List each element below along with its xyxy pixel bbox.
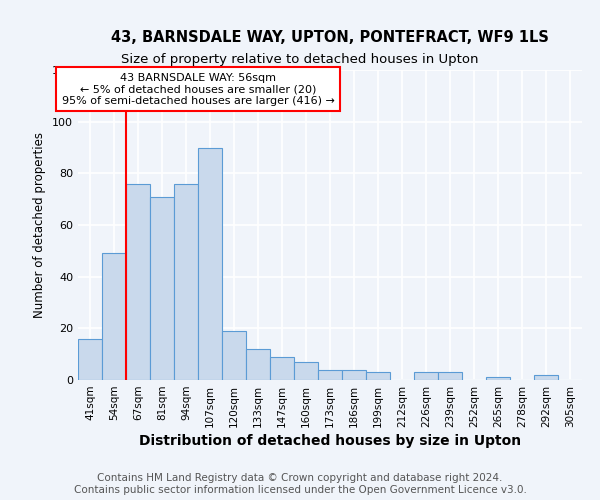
Bar <box>414 372 438 380</box>
Text: Size of property relative to detached houses in Upton: Size of property relative to detached ho… <box>121 52 479 66</box>
Bar <box>222 331 246 380</box>
Text: 43 BARNSDALE WAY: 56sqm
← 5% of detached houses are smaller (20)
95% of semi-det: 43 BARNSDALE WAY: 56sqm ← 5% of detached… <box>62 72 334 106</box>
Bar <box>174 184 198 380</box>
Bar <box>246 349 270 380</box>
Title: 43, BARNSDALE WAY, UPTON, PONTEFRACT, WF9 1LS: 43, BARNSDALE WAY, UPTON, PONTEFRACT, WF… <box>111 30 549 45</box>
Bar <box>78 338 102 380</box>
Bar <box>438 372 462 380</box>
X-axis label: Distribution of detached houses by size in Upton: Distribution of detached houses by size … <box>139 434 521 448</box>
Bar <box>294 362 318 380</box>
Bar <box>486 378 510 380</box>
Bar <box>366 372 390 380</box>
Bar <box>270 357 294 380</box>
Text: Contains HM Land Registry data © Crown copyright and database right 2024.
Contai: Contains HM Land Registry data © Crown c… <box>74 474 526 495</box>
Bar <box>534 375 558 380</box>
Bar <box>150 196 174 380</box>
Bar <box>198 148 222 380</box>
Bar <box>318 370 342 380</box>
Y-axis label: Number of detached properties: Number of detached properties <box>34 132 46 318</box>
Bar <box>102 254 126 380</box>
Bar <box>126 184 150 380</box>
Bar <box>342 370 366 380</box>
